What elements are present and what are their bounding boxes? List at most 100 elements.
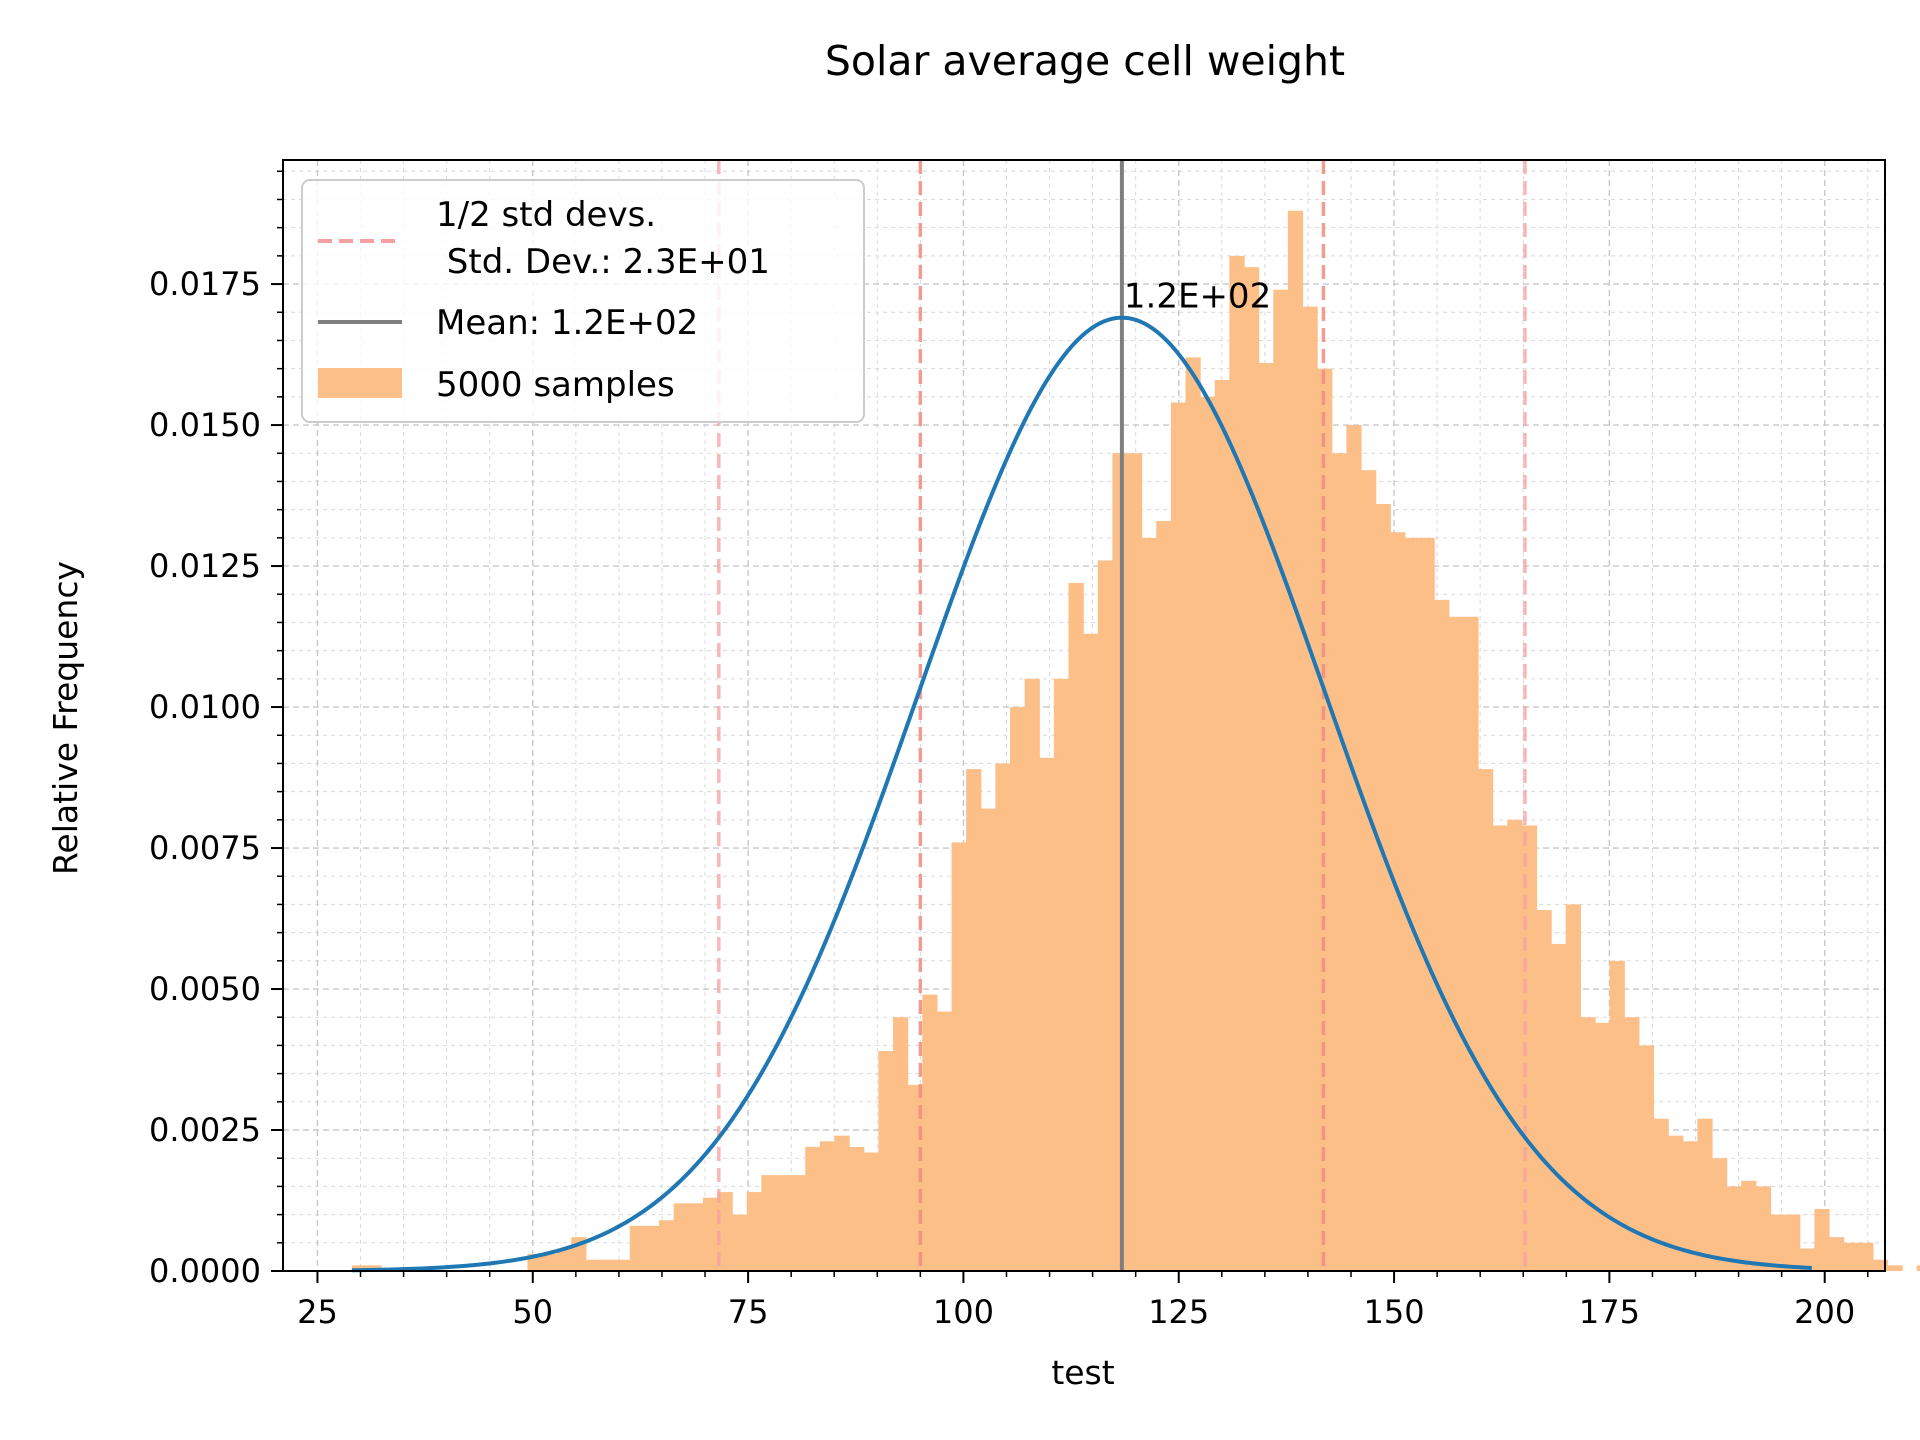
histogram-bar <box>1287 210 1304 1271</box>
histogram-bar <box>1083 633 1099 1271</box>
histogram-bar <box>1741 1180 1757 1271</box>
y-tick-label: 0.0150 <box>149 406 261 444</box>
histogram-bar <box>951 842 967 1271</box>
histogram-bar <box>1551 943 1567 1271</box>
histogram-bar <box>1814 1208 1830 1271</box>
legend: 1/2 std devs. Std. Dev.: 2.3E+01 Mean: 1… <box>301 179 865 423</box>
histogram-bar <box>1609 960 1625 1271</box>
histogram-bar <box>1916 1265 1920 1271</box>
histogram-bar <box>1068 582 1084 1271</box>
y-tick-label: 0.0125 <box>149 547 261 585</box>
histogram-bar <box>1638 1045 1655 1271</box>
histogram-bar <box>542 1254 558 1271</box>
histogram-bar <box>1039 757 1055 1271</box>
histogram-bar <box>717 1192 733 1271</box>
histogram-bar <box>1726 1186 1742 1271</box>
histogram-bar <box>1361 470 1377 1271</box>
x-tick-label: 150 <box>1364 1293 1425 1331</box>
histogram-bars <box>351 210 1920 1272</box>
histogram-bar <box>732 1214 748 1271</box>
histogram-bar <box>1273 289 1289 1271</box>
y-tick-label: 0.0000 <box>149 1252 261 1290</box>
histogram-bar <box>1507 819 1523 1271</box>
histogram-bar <box>1682 1141 1698 1271</box>
histogram-bar <box>1214 379 1230 1271</box>
histogram-bar <box>1404 537 1421 1271</box>
fit-curve <box>351 315 1812 1273</box>
histogram-bar <box>1843 1242 1859 1271</box>
y-axis-title: Relative Frequency <box>46 561 85 875</box>
histogram-bar <box>1595 1022 1611 1271</box>
x-tick-label: 50 <box>512 1293 553 1331</box>
histogram-bar <box>1624 1017 1640 1271</box>
histogram-bar <box>805 1146 821 1271</box>
histogram-bar <box>1331 453 1347 1271</box>
histogram-bar <box>1448 616 1464 1271</box>
histogram-bar <box>1755 1186 1772 1271</box>
histogram-bar <box>1887 1265 1903 1271</box>
histogram-bar <box>893 1017 909 1271</box>
histogram-bar <box>980 808 996 1271</box>
histogram-bar <box>819 1141 836 1271</box>
x-tick-label: 100 <box>933 1293 994 1331</box>
histogram-bar <box>1799 1248 1815 1271</box>
plot-frame <box>282 159 1886 1272</box>
x-tick-label: 25 <box>297 1293 338 1331</box>
histogram-bar <box>1712 1158 1728 1271</box>
histogram-bar <box>1375 504 1391 1271</box>
y-axis-ticks: 0.0000 0.0025 0.0050 0.0075 0.0100 0.0125 0.01… <box>149 170 283 1290</box>
histogram-bar <box>1463 616 1479 1271</box>
histogram-bar <box>1258 363 1274 1271</box>
histogram-bar <box>1872 1259 1889 1271</box>
histogram-bar <box>1478 769 1494 1271</box>
histogram-bar <box>1697 1118 1713 1271</box>
x-tick-label: 125 <box>1148 1293 1209 1331</box>
legend-box <box>301 179 865 423</box>
x-tick-label: 75 <box>728 1293 769 1331</box>
legend-std-label-2: Std. Dev.: 2.3E+01 <box>436 242 770 282</box>
histogram-bar <box>1097 560 1113 1271</box>
x-axis-ticks: 25 50 75 100 125 150 175 200 <box>297 1271 1869 1331</box>
histogram-bar <box>585 1259 602 1271</box>
x-tick-label: 200 <box>1794 1293 1855 1331</box>
legend-mean-label: Mean: 1.2E+02 <box>436 303 698 343</box>
histogram-bar <box>615 1259 631 1271</box>
histogram-bar <box>1536 910 1552 1271</box>
histogram-bar <box>1302 306 1318 1271</box>
std-lines <box>717 160 1527 1271</box>
histogram-bar <box>1053 678 1070 1271</box>
histogram-bar <box>600 1259 616 1271</box>
chart-title: Solar average cell weight <box>825 37 1345 85</box>
y-tick-label: 0.0025 <box>149 1111 261 1149</box>
histogram-bar <box>1185 357 1201 1272</box>
histogram-bar <box>790 1175 806 1271</box>
legend-std-label-1: 1/2 std devs. <box>436 195 656 235</box>
histogram-bar <box>1229 255 1245 1271</box>
histogram-bar <box>1141 537 1157 1271</box>
legend-hist-label: 5000 samples <box>436 365 675 405</box>
histogram-bar <box>1434 599 1450 1271</box>
histogram-bar <box>1653 1118 1669 1271</box>
histogram-bar <box>1346 425 1362 1271</box>
mean-annotation: 1.2E+02 <box>1124 277 1271 317</box>
histogram-bar <box>1419 537 1435 1271</box>
histogram-bar <box>629 1225 645 1271</box>
y-tick-label: 0.0100 <box>149 688 261 726</box>
histogram-bar <box>1200 396 1216 1272</box>
histogram-bar <box>936 1011 953 1271</box>
histogram-bar <box>834 1135 850 1271</box>
x-axis-title: test <box>1051 1353 1114 1392</box>
histogram-bar <box>1244 267 1260 1271</box>
histogram-bar <box>1668 1135 1684 1271</box>
histogram-bar <box>673 1203 689 1271</box>
histogram-bar <box>995 763 1011 1271</box>
histogram-bar <box>1858 1242 1874 1271</box>
histogram-bar <box>746 1192 762 1271</box>
histogram-bar <box>776 1175 792 1271</box>
histogram-bar <box>1024 678 1040 1271</box>
x-tick-label: 175 <box>1579 1293 1640 1331</box>
histogram-bar <box>966 769 982 1271</box>
histogram-bar <box>1580 1017 1596 1271</box>
histogram-bar <box>1770 1214 1786 1271</box>
